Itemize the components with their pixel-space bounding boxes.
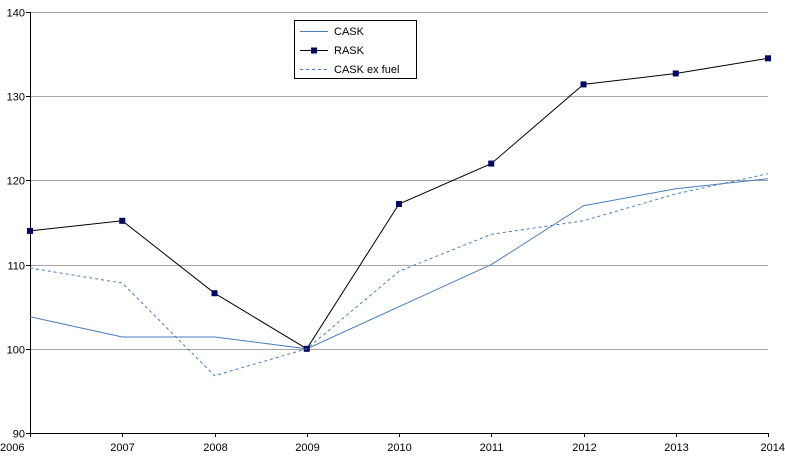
series-line-cask-ex-fuel <box>29 173 769 377</box>
x-tick-label-2009: 2009 <box>295 442 319 454</box>
y-tick-label-90: 90 <box>13 429 25 441</box>
legend-label-cask-ex-fuel: CASK ex fuel <box>334 64 399 76</box>
point-rask-2010 <box>396 200 402 207</box>
y-tick-labels: 90 100 110 120 130 140 <box>7 8 25 441</box>
legend: CASK RASK CASK ex fuel <box>294 20 417 79</box>
point-rask-2013 <box>672 70 679 77</box>
x-tick-label-2012: 2012 <box>572 442 596 454</box>
series-line-cask <box>29 178 769 350</box>
axes <box>26 12 769 437</box>
y-tick-label-140: 140 <box>7 8 25 20</box>
series-layer <box>27 55 771 377</box>
x-tick-label-2011: 2011 <box>480 442 504 454</box>
y-tick-label-110: 110 <box>7 261 25 273</box>
y-tick-label-120: 120 <box>7 176 25 188</box>
legend-label-rask: RASK <box>334 45 365 57</box>
x-tick-label-2014: 2014 <box>761 442 785 454</box>
point-rask-2007 <box>119 217 126 224</box>
x-tick-label-2006: 2006 <box>0 442 24 454</box>
legend-label-cask: CASK <box>334 26 365 38</box>
legend-marker-rask <box>311 47 317 54</box>
y-tick-label-100: 100 <box>7 345 25 357</box>
point-rask-2008 <box>211 290 218 297</box>
point-rask-2012 <box>580 81 587 88</box>
x-tick-label-2007: 2007 <box>110 442 134 454</box>
point-rask-2006 <box>27 227 33 234</box>
point-rask-2011 <box>488 160 495 167</box>
x-tick-label-2013: 2013 <box>664 442 688 454</box>
point-rask-2014 <box>765 55 771 62</box>
x-tick-labels: 2006 2007 2008 2009 2010 2011 2012 2013 2014 <box>0 442 785 454</box>
x-tick-label-2010: 2010 <box>387 442 411 454</box>
y-tick-label-130: 130 <box>7 92 25 104</box>
x-tick-label-2008: 2008 <box>203 442 227 454</box>
gridlines <box>30 12 768 350</box>
